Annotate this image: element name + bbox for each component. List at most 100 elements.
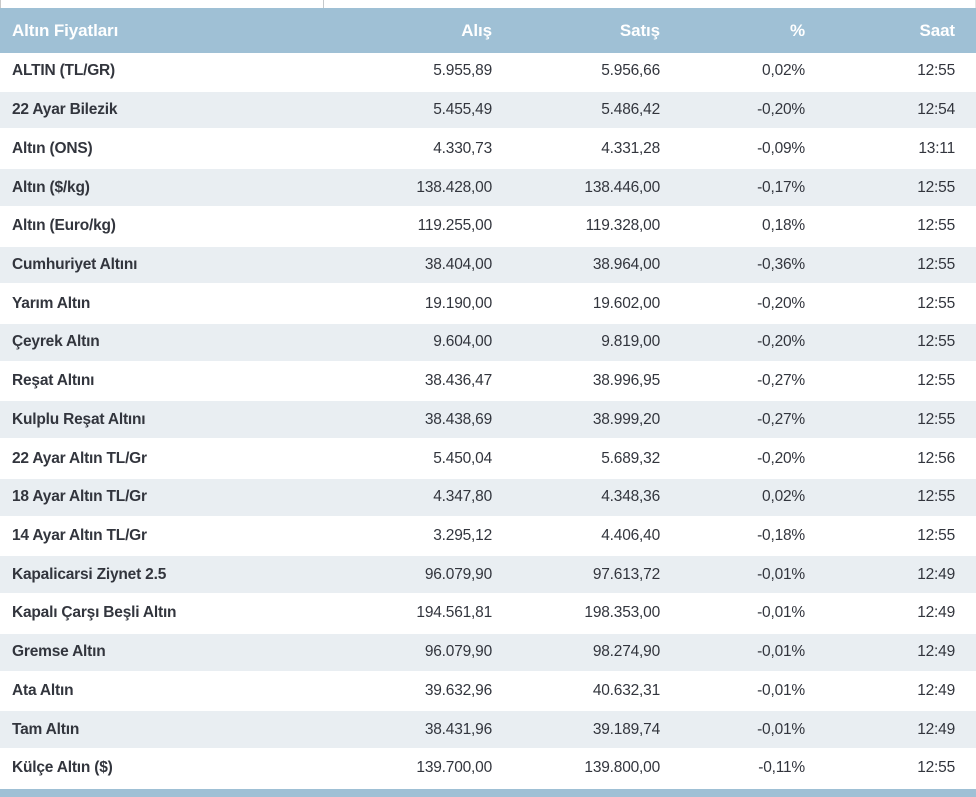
row-alis-cell: 119.255,00: [417, 217, 493, 235]
row-alis-cell: 9.604,00: [433, 333, 492, 351]
row-alis-cell: 39.632,96: [424, 681, 492, 699]
row-satis-cell: 39.189,74: [592, 720, 660, 738]
table-row: 22 Ayar Altın TL/Gr 5.450,04 5.689,32 -0,20…: [0, 440, 976, 479]
row-satis-cell: 5.486,42: [601, 101, 660, 119]
footer-bar: [0, 789, 976, 797]
row-pct-cell: -0,18%: [757, 526, 805, 544]
row-pct-cell: -0,01%: [757, 681, 805, 699]
row-pct-cell: -0,27%: [757, 410, 805, 428]
table-row: Kapalı Çarşı Beşli Altın 194.561,81 198.35…: [0, 595, 976, 634]
table-row: Kulplu Reşat Altını 38.438,69 38.999,20 -0,…: [0, 401, 976, 441]
row-name-cell: Gremse Altın: [12, 643, 106, 661]
row-satis-cell: 9.819,00: [601, 333, 660, 351]
row-satis-cell: 38.999,20: [592, 410, 660, 428]
table-row: Altın (Euro/kg) 119.255,00 119.328,00 0,18%…: [0, 207, 976, 247]
row-name-cell: 22 Ayar Altın TL/Gr: [12, 449, 147, 467]
table-row: 22 Ayar Bilezik 5.455,49 5.486,42 -0,20% 12:…: [0, 91, 976, 131]
row-name-cell: Kapalı Çarşı Beşli Altın: [12, 604, 177, 622]
row-satis-cell: 4.406,40: [601, 526, 660, 544]
row-satis-cell: 38.964,00: [592, 255, 660, 273]
row-alis-cell: 96.079,90: [424, 643, 492, 661]
header-name: Altın Fiyatları: [12, 21, 119, 40]
row-pct-cell: -0,27%: [757, 372, 805, 390]
row-saat-cell: 12:55: [917, 333, 955, 351]
row-pct-cell: -0,01%: [757, 720, 805, 738]
row-alis-cell: 38.438,69: [424, 410, 492, 428]
row-name-cell: Altın (ONS): [12, 139, 93, 157]
row-pct-cell: -0,17%: [757, 178, 805, 196]
row-name-cell: 18 Ayar Altın TL/Gr: [12, 488, 147, 506]
row-satis-cell: 40.632,31: [592, 681, 660, 699]
row-name-cell: Kulplu Reşat Altını: [12, 410, 146, 428]
row-saat-cell: 12:55: [917, 294, 955, 312]
row-pct-cell: -0,20%: [757, 101, 805, 119]
row-alis-cell: 96.079,90: [424, 565, 492, 583]
row-alis-cell: 38.431,96: [424, 720, 492, 738]
header-pct: %: [789, 21, 805, 40]
row-pct-cell: -0,20%: [757, 449, 805, 467]
row-saat-cell: 12:55: [917, 178, 955, 196]
row-name-cell: Cumhuriyet Altını: [12, 255, 138, 273]
row-name-cell: Yarım Altın: [12, 294, 91, 312]
table-row: 18 Ayar Altın TL/Gr 4.347,80 4.348,36 0,02%…: [0, 478, 976, 518]
row-pct-cell: 0,18%: [762, 217, 805, 235]
row-satis-cell: 4.331,28: [601, 139, 660, 157]
row-satis-cell: 97.613,72: [592, 565, 660, 583]
row-saat-cell: 12:56: [917, 449, 955, 467]
row-name-cell: 22 Ayar Bilezik: [12, 101, 118, 119]
row-satis-cell: 38.996,95: [592, 372, 660, 390]
row-saat-cell: 12:55: [917, 217, 955, 235]
row-pct-cell: -0,20%: [757, 294, 805, 312]
table-row: Altın ($/kg) 138.428,00 138.446,00 -0,17% 12…: [0, 169, 976, 208]
row-pct-cell: -0,09%: [757, 139, 805, 157]
row-pct-cell: -0,01%: [757, 643, 805, 661]
row-satis-cell: 4.348,36: [601, 488, 660, 506]
row-alis-cell: 138.428,00: [416, 178, 492, 196]
row-saat-cell: 12:55: [917, 255, 955, 273]
row-name-cell: Kapalicarsi Ziynet 2.5: [12, 565, 167, 583]
row-satis-cell: 19.602,00: [592, 294, 660, 312]
row-satis-cell: 5.689,32: [601, 449, 660, 467]
table-row: Ata Altın 39.632,96 40.632,31 -0,01% 12:49: [0, 672, 976, 712]
row-pct-cell: 0,02%: [762, 488, 805, 506]
row-pct-cell: 0,02%: [762, 62, 805, 80]
row-pct-cell: -0,01%: [757, 604, 805, 622]
table-row: Altın (ONS) 4.330,73 4.331,28 -0,09% 13:11: [0, 130, 976, 170]
header-satis: Satış: [619, 21, 660, 40]
row-saat-cell: 12:49: [917, 565, 955, 583]
row-alis-cell: 19.190,00: [424, 294, 492, 312]
row-name-cell: Ata Altın: [12, 681, 74, 699]
row-satis-cell: 119.328,00: [585, 217, 661, 235]
row-pct-cell: -0,36%: [757, 255, 805, 273]
row-alis-cell: 4.347,80: [433, 488, 492, 506]
row-saat-cell: 12:55: [917, 759, 955, 777]
table-row: Külçe Altın ($) 139.700,00 139.800,00 -0,11…: [0, 749, 976, 789]
row-name-cell: Reşat Altını: [12, 372, 95, 390]
row-satis-cell: 139.800,00: [584, 759, 660, 777]
top-vertical-line: [323, 0, 324, 8]
row-saat-cell: 12:55: [917, 62, 955, 80]
row-pct-cell: -0,11%: [758, 759, 805, 777]
table-row: 14 Ayar Altın TL/Gr 3.295,12 4.406,40 -0,18…: [0, 517, 976, 557]
table-row: Gremse Altın 96.079,90 98.274,90 -0,01% 12:4…: [0, 633, 976, 673]
row-alis-cell: 5.450,04: [433, 449, 492, 467]
row-satis-cell: 138.446,00: [584, 178, 660, 196]
row-name-cell: 14 Ayar Altın TL/Gr: [12, 526, 147, 544]
row-name-cell: ALTIN (TL/GR): [12, 62, 116, 80]
row-satis-cell: 98.274,90: [592, 643, 660, 661]
row-pct-cell: -0,20%: [757, 333, 805, 351]
row-satis-cell: 198.353,00: [584, 604, 660, 622]
table-row: Çeyrek Altın 9.604,00 9.819,00 -0,20% 12:55: [0, 324, 976, 363]
table-row: Tam Altın 38.431,96 39.189,74 -0,01% 12:49: [0, 711, 976, 750]
row-alis-cell: 4.330,73: [433, 139, 492, 157]
row-alis-cell: 194.561,81: [416, 604, 492, 622]
row-alis-cell: 5.955,89: [433, 62, 492, 80]
table-row: Yarım Altın 19.190,00 19.602,00 -0,20% 12:55: [0, 285, 976, 325]
row-name-cell: Altın ($/kg): [12, 178, 90, 196]
row-name-cell: Çeyrek Altın: [12, 333, 100, 351]
table-header-row: Altın Fiyatları Alış Satış % Saat: [0, 8, 976, 53]
row-saat-cell: 12:55: [917, 488, 955, 506]
top-divider: [0, 0, 976, 8]
table-row: Kapalicarsi Ziynet 2.5 96.079,90 97.613,72…: [0, 556, 976, 596]
